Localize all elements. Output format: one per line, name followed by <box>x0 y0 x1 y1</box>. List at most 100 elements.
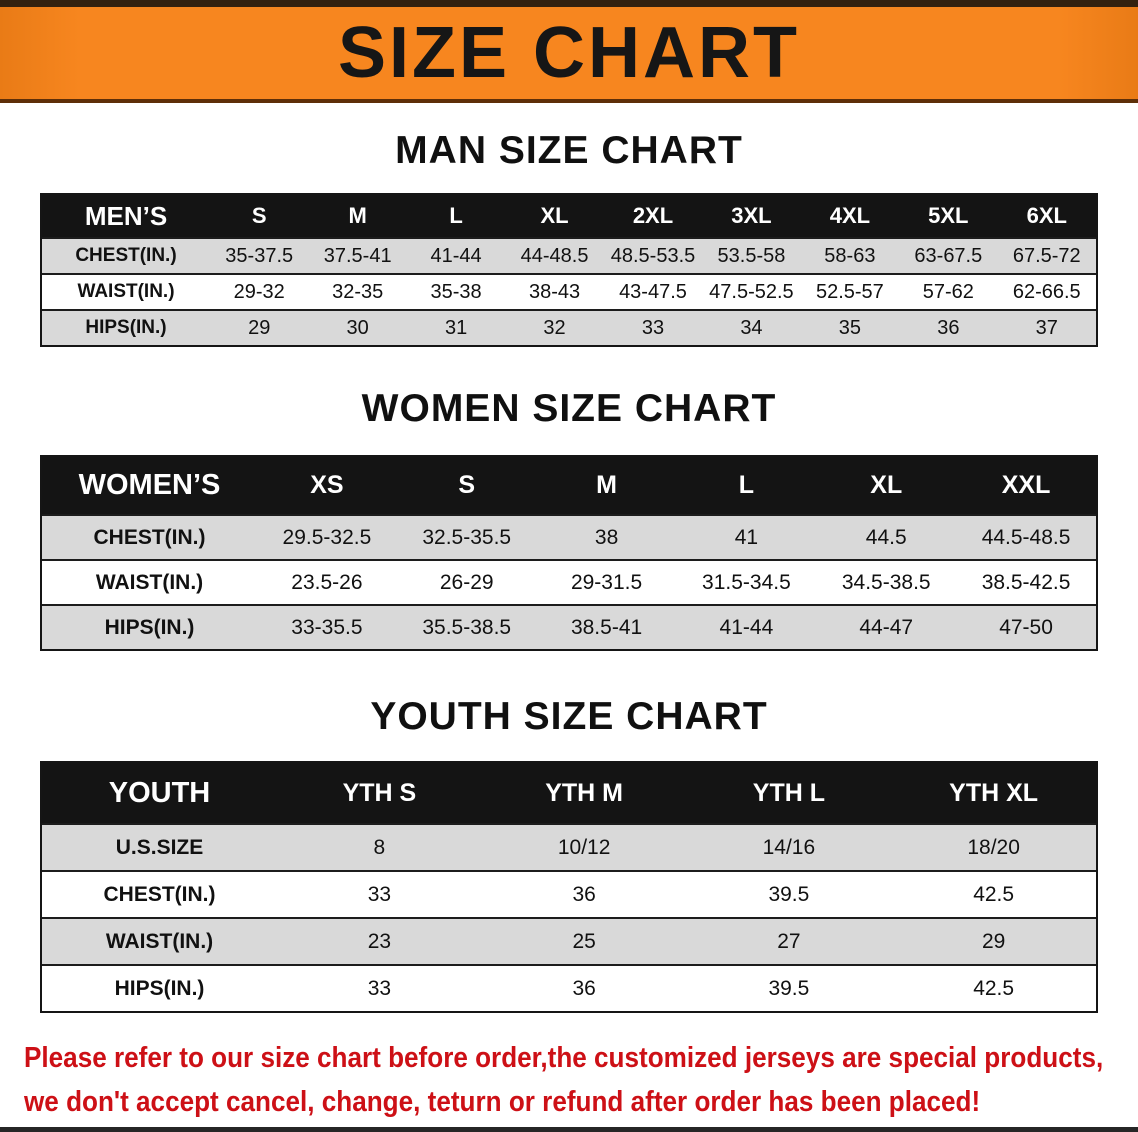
table-row: WAIST(IN.) 23.5-26 26-29 29-31.5 31.5-34… <box>42 559 1096 604</box>
table-cell: 53.5-58 <box>717 244 786 267</box>
women-section-heading: WOMEN SIZE CHART <box>361 387 777 430</box>
youth-size-table: YOUTH YTH S YTH M YTH L YTH XL U.S.SIZE … <box>40 761 1098 1013</box>
table-header-cell: YTH M <box>545 778 624 807</box>
table-row: HIPS(IN.) 33-35.5 35.5-38.5 38.5-41 41-4… <box>42 604 1096 649</box>
row-label: WAIST(IN.) <box>95 570 204 594</box>
men-section-heading: MAN SIZE CHART <box>395 129 743 172</box>
men-size-table: MEN’S S M L XL 2XL 3XL 4XL 5XL 6XL CHEST… <box>40 193 1098 347</box>
table-cell: 36 <box>572 882 596 906</box>
row-label: WAIST(IN.) <box>77 281 175 302</box>
table-cell: 29.5-32.5 <box>282 525 372 549</box>
page-title: SIZE CHART <box>338 13 800 93</box>
table-cell: 35-37.5 <box>225 244 294 267</box>
table-row: HIPS(IN.) 33 36 39.5 42.5 <box>42 964 1096 1011</box>
table-cell: 33 <box>641 316 665 339</box>
table-cell: 27 <box>777 929 801 953</box>
table-row: HIPS(IN.) 29 30 31 32 33 34 35 36 37 <box>42 309 1096 345</box>
table-cell: 44-48.5 <box>520 244 589 267</box>
table-cell: 31 <box>444 316 468 339</box>
table-cell: 38-43 <box>528 280 581 303</box>
table-cell: 29-31.5 <box>570 570 643 594</box>
youth-table-header-row: YOUTH YTH S YTH M YTH L YTH XL <box>42 763 1096 823</box>
youth-section-heading: YOUTH SIZE CHART <box>370 695 768 738</box>
table-header-cell: YTH XL <box>949 778 1039 807</box>
table-cell: 62-66.5 <box>1012 280 1081 303</box>
row-label: HIPS(IN.) <box>114 976 205 1000</box>
footer-note-text-2: we don't accept cancel, change, teturn o… <box>24 1085 981 1118</box>
table-cell: 33-35.5 <box>291 615 363 639</box>
table-cell: 18/20 <box>967 835 1020 859</box>
table-cell: 38.5-42.5 <box>981 570 1071 594</box>
table-header-cell: XXL <box>1001 471 1051 499</box>
table-cell: 52.5-57 <box>815 280 884 303</box>
table-cell: 41 <box>734 525 759 549</box>
table-header-cell: WOMEN’S <box>78 469 221 501</box>
women-size-table: WOMEN’S XS S M L XL XXL CHEST(IN.) 29.5-… <box>40 455 1098 651</box>
table-cell: 23.5-26 <box>291 570 363 594</box>
table-cell: 32 <box>543 316 566 339</box>
table-cell: 29 <box>981 929 1006 953</box>
table-header-cell: 5XL <box>928 203 969 228</box>
table-header-cell: 2XL <box>632 203 674 228</box>
table-cell: 38 <box>594 525 619 549</box>
table-cell: 31.5-34.5 <box>702 570 791 594</box>
table-header-cell: XS <box>310 471 344 499</box>
table-cell: 42.5 <box>973 976 1015 1000</box>
men-table-header-row: MEN’S S M L XL 2XL 3XL 4XL 5XL 6XL <box>42 195 1096 237</box>
table-cell: 38.5-41 <box>570 615 643 639</box>
table-header-cell: 3XL <box>731 203 772 228</box>
footer-note: Please refer to our size chart before or… <box>24 1037 1138 1124</box>
table-cell: 42.5 <box>973 882 1015 906</box>
women-table-header-row: WOMEN’S XS S M L XL XXL <box>42 457 1096 514</box>
top-border-strip <box>0 0 1138 7</box>
table-cell: 37.5-41 <box>323 244 392 267</box>
table-cell: 48.5-53.5 <box>610 244 696 267</box>
title-banner: SIZE CHART <box>0 7 1138 103</box>
table-row: WAIST(IN.) 29-32 32-35 35-38 38-43 43-47… <box>42 273 1096 309</box>
table-header-cell: YTH S <box>342 778 417 807</box>
table-cell: 25 <box>572 929 596 953</box>
table-cell: 35 <box>838 316 861 339</box>
table-cell: 41-44 <box>430 244 482 267</box>
row-label: WAIST(IN.) <box>105 929 214 953</box>
row-label: U.S.SIZE <box>115 835 204 859</box>
table-header-cell: M <box>348 203 367 228</box>
table-cell: 23 <box>367 929 392 953</box>
row-label: HIPS(IN.) <box>85 317 167 338</box>
table-cell: 36 <box>937 316 960 339</box>
table-cell: 34.5-38.5 <box>841 570 931 594</box>
table-cell: 36 <box>572 976 596 1000</box>
table-header-cell: 4XL <box>829 203 871 228</box>
footer-note-line-2: we don't accept cancel, change, teturn o… <box>24 1081 1138 1125</box>
table-row: CHEST(IN.) 35-37.5 37.5-41 41-44 44-48.5… <box>42 237 1096 273</box>
table-row: CHEST(IN.) 29.5-32.5 32.5-35.5 38 41 44.… <box>42 514 1096 559</box>
row-label: HIPS(IN.) <box>104 615 195 639</box>
table-cell: 47.5-52.5 <box>709 280 794 303</box>
table-cell: 44.5-48.5 <box>981 525 1071 549</box>
table-cell: 29-32 <box>233 280 285 303</box>
table-header-cell: S <box>458 471 476 499</box>
table-cell: 10/12 <box>557 835 611 859</box>
table-cell: 26-29 <box>439 570 494 594</box>
row-label: CHEST(IN.) <box>93 525 206 549</box>
row-label: CHEST(IN.) <box>75 245 177 266</box>
table-cell: 32.5-35.5 <box>422 525 512 549</box>
bottom-border-strip <box>0 1127 1138 1132</box>
table-header-cell: L <box>449 203 463 228</box>
table-row: CHEST(IN.) 33 36 39.5 42.5 <box>42 870 1096 917</box>
table-cell: 63-67.5 <box>914 244 983 267</box>
table-header-cell: YOUTH <box>108 776 211 809</box>
table-cell: 47-50 <box>999 615 1053 639</box>
table-header-cell: XL <box>540 203 569 228</box>
table-header-cell: XL <box>870 471 903 499</box>
table-cell: 37 <box>1035 316 1058 339</box>
table-cell: 44.5 <box>865 525 907 549</box>
table-cell: 57-62 <box>922 280 974 303</box>
table-header-cell: M <box>596 471 617 499</box>
table-cell: 35.5-38.5 <box>422 615 512 639</box>
table-cell: 34 <box>740 316 763 339</box>
table-cell: 41-44 <box>719 615 774 639</box>
table-header-cell: YTH L <box>752 778 825 807</box>
table-header-cell: S <box>251 203 267 228</box>
